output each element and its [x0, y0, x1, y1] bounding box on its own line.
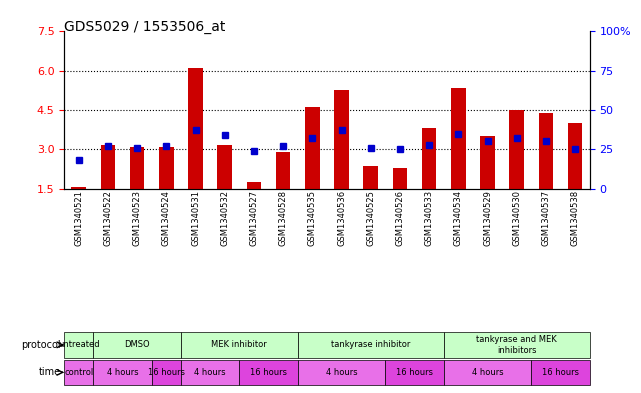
Bar — [334, 90, 349, 189]
Text: 4 hours: 4 hours — [472, 368, 503, 377]
Bar — [422, 129, 437, 189]
Text: 4 hours: 4 hours — [194, 368, 226, 377]
Text: DMSO: DMSO — [124, 340, 150, 349]
Text: tankyrase inhibitor: tankyrase inhibitor — [331, 340, 410, 349]
Text: 4 hours: 4 hours — [326, 368, 357, 377]
Bar — [480, 136, 495, 189]
Bar — [538, 113, 553, 189]
Text: untreated: untreated — [58, 340, 99, 349]
Bar — [568, 123, 583, 189]
Bar — [217, 145, 232, 189]
Bar — [71, 187, 86, 189]
Text: 4 hours: 4 hours — [106, 368, 138, 377]
Text: MEK inhibitor: MEK inhibitor — [212, 340, 267, 349]
Text: control: control — [64, 368, 94, 377]
Text: GDS5029 / 1553506_at: GDS5029 / 1553506_at — [64, 20, 226, 34]
Bar — [451, 88, 465, 189]
Text: 16 hours: 16 hours — [542, 368, 579, 377]
Bar — [392, 168, 407, 189]
Text: 16 hours: 16 hours — [250, 368, 287, 377]
Bar — [510, 110, 524, 189]
Bar — [305, 107, 320, 189]
Text: 16 hours: 16 hours — [148, 368, 185, 377]
Bar — [101, 145, 115, 189]
Bar — [188, 68, 203, 189]
Text: protocol: protocol — [21, 340, 61, 350]
Bar — [159, 147, 174, 189]
Bar — [129, 147, 144, 189]
Bar — [247, 182, 262, 189]
Bar — [276, 152, 290, 189]
Bar — [363, 166, 378, 189]
Text: 16 hours: 16 hours — [396, 368, 433, 377]
Text: time: time — [38, 367, 61, 377]
Text: tankyrase and MEK
inhibitors: tankyrase and MEK inhibitors — [476, 335, 557, 354]
